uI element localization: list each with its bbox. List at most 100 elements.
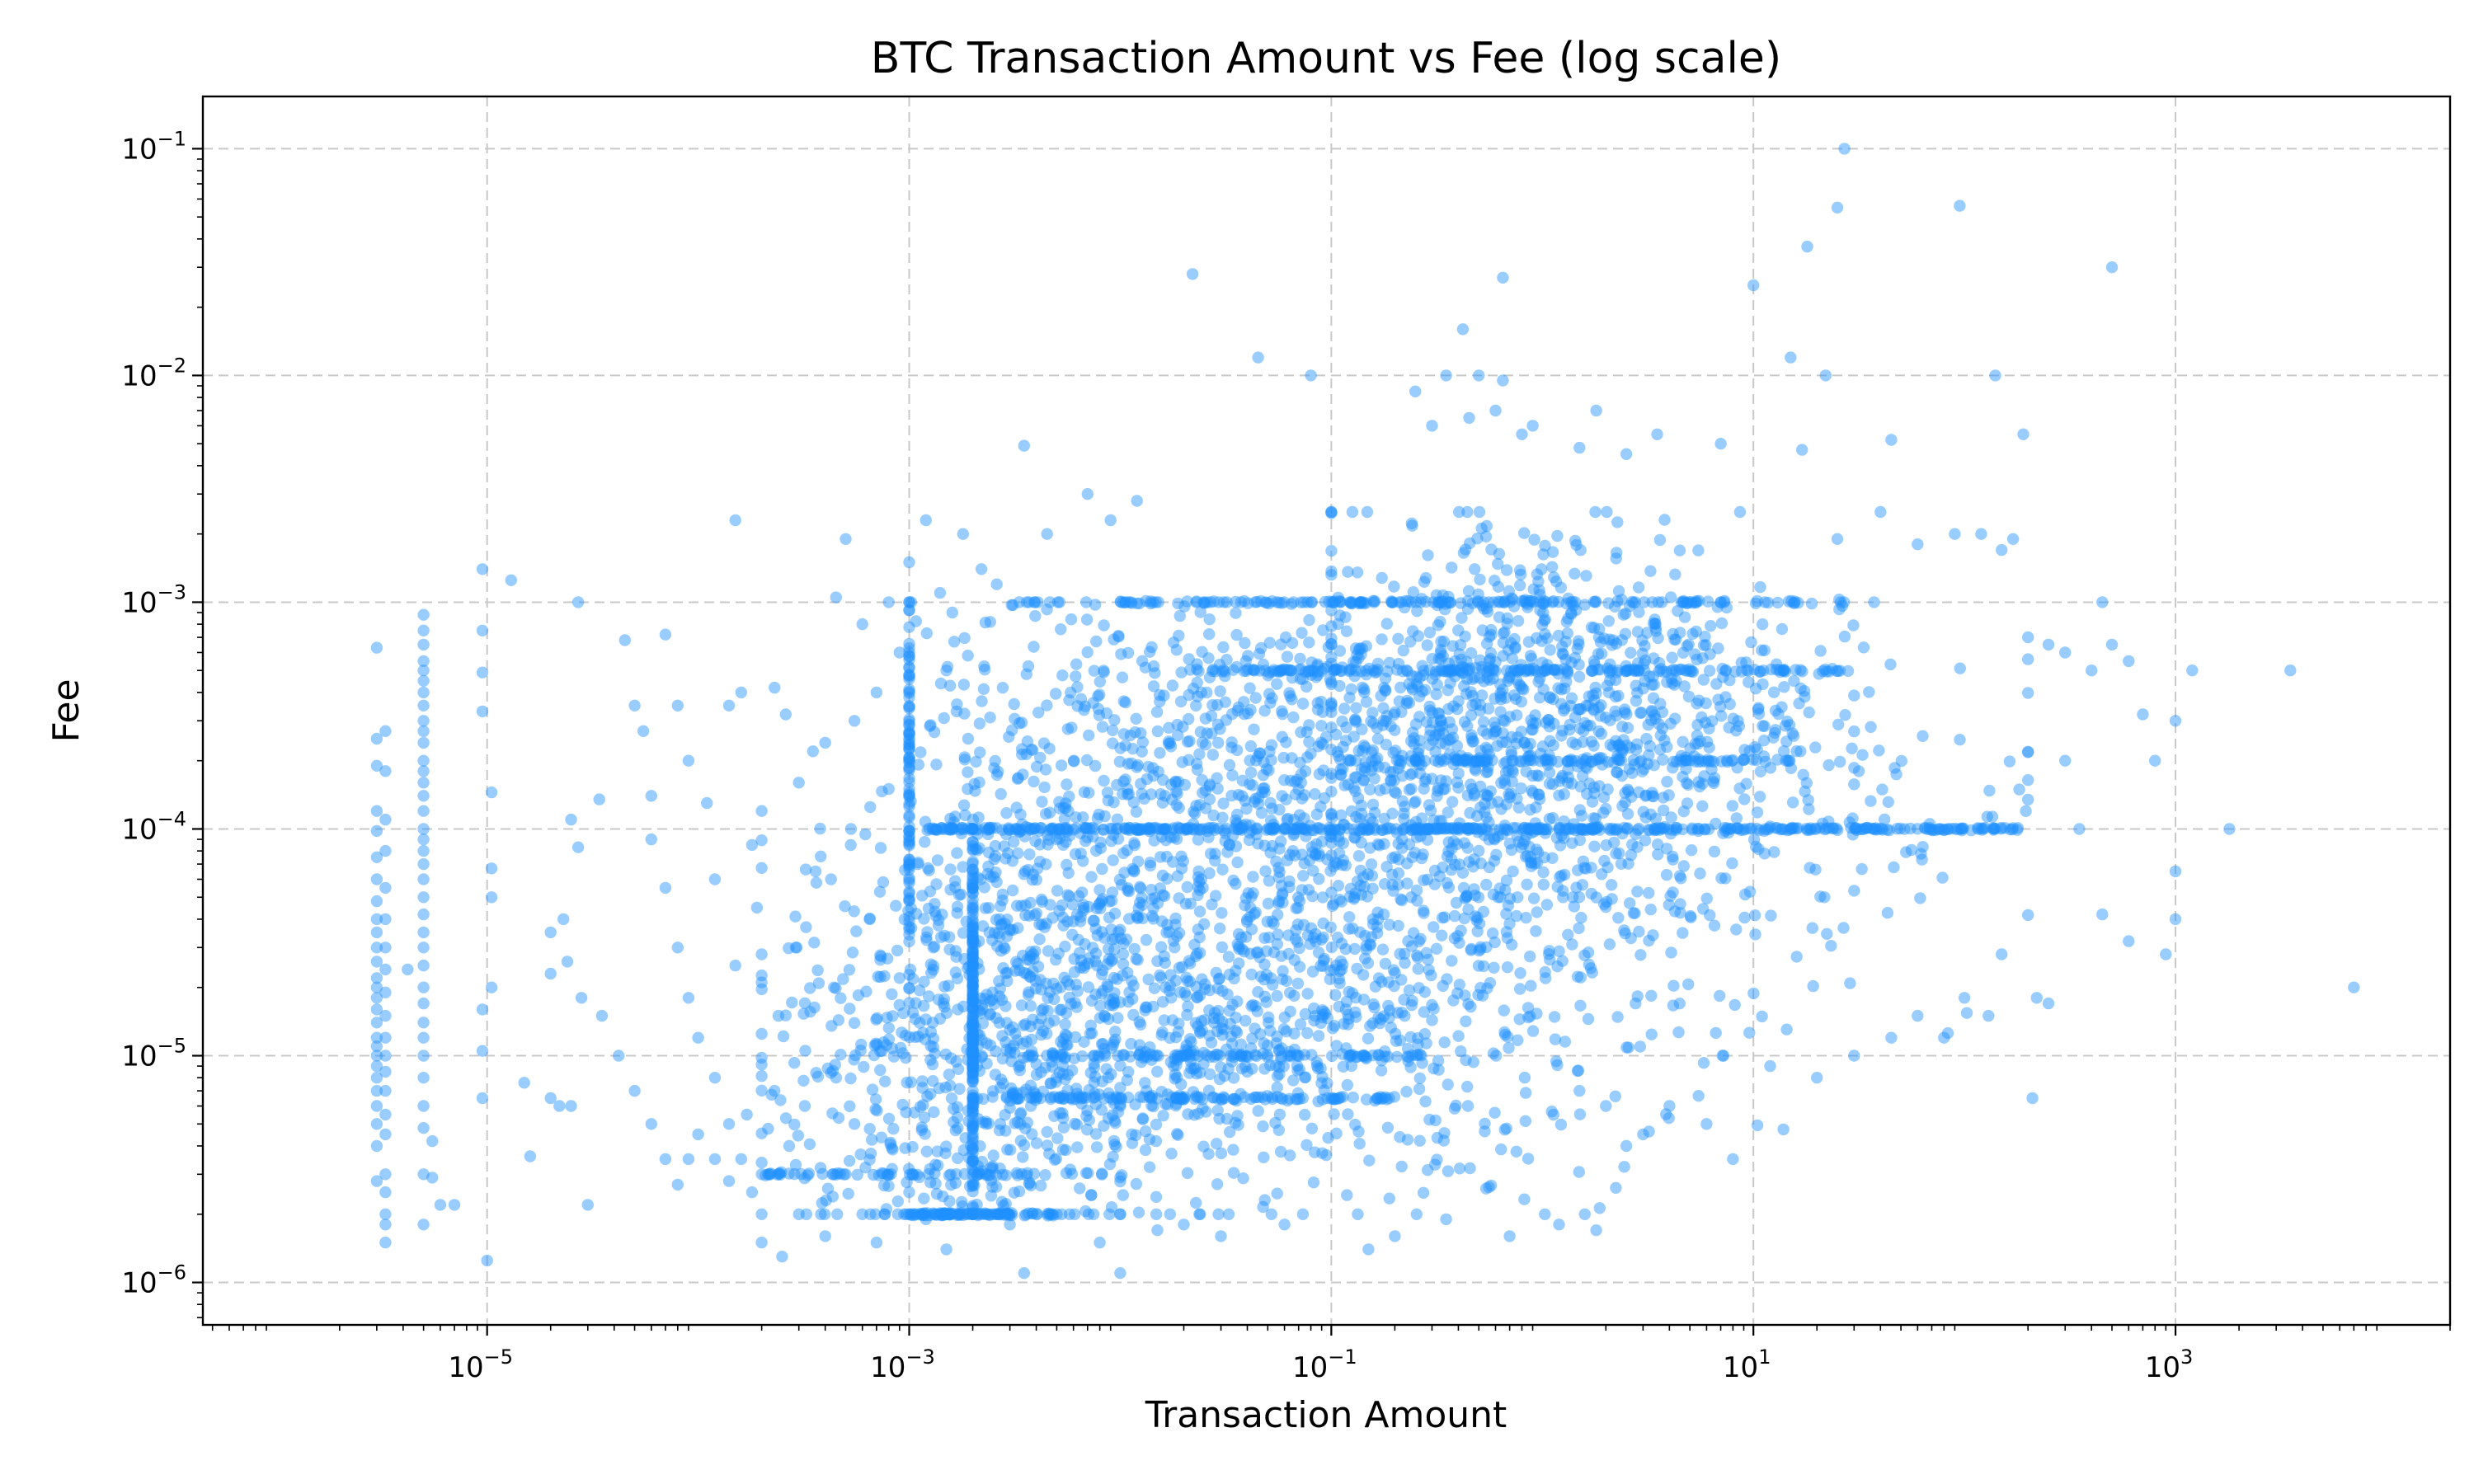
data-point bbox=[904, 1208, 917, 1220]
data-point bbox=[967, 957, 979, 970]
data-point bbox=[951, 1101, 964, 1114]
data-point bbox=[1096, 862, 1108, 876]
data-point bbox=[1034, 1179, 1047, 1192]
data-point bbox=[1605, 879, 1618, 891]
data-point bbox=[1239, 931, 1253, 943]
data-point bbox=[1618, 924, 1630, 937]
data-point bbox=[1423, 964, 1435, 976]
data-point bbox=[1652, 848, 1664, 861]
data-point bbox=[1136, 1112, 1149, 1125]
data-point bbox=[967, 1003, 979, 1015]
data-point bbox=[1342, 822, 1355, 835]
data-point bbox=[1291, 977, 1305, 990]
data-point bbox=[1857, 641, 1870, 654]
data-point bbox=[1739, 888, 1752, 901]
data-point bbox=[1661, 740, 1673, 754]
data-point bbox=[967, 923, 979, 935]
data-point bbox=[1559, 1036, 1572, 1048]
data-point bbox=[1141, 1085, 1153, 1097]
data-point bbox=[1569, 567, 1581, 580]
data-point bbox=[957, 861, 969, 873]
data-point bbox=[1183, 1033, 1197, 1045]
data-point bbox=[1123, 986, 1136, 998]
data-point bbox=[1269, 1059, 1282, 1072]
data-point bbox=[1001, 1208, 1014, 1220]
data-point bbox=[967, 985, 979, 998]
data-point bbox=[1745, 636, 1757, 649]
data-point bbox=[1293, 664, 1305, 676]
data-point bbox=[1366, 755, 1378, 768]
data-point bbox=[848, 1017, 861, 1030]
data-point bbox=[1430, 688, 1442, 701]
data-point bbox=[967, 924, 979, 937]
data-point bbox=[1079, 938, 1091, 951]
data-point bbox=[1121, 1073, 1134, 1087]
data-point bbox=[1216, 984, 1229, 998]
data-point bbox=[1151, 1065, 1164, 1078]
data-point bbox=[967, 968, 979, 981]
data-point bbox=[1160, 850, 1174, 863]
data-point bbox=[1230, 965, 1242, 977]
data-point bbox=[1264, 1059, 1277, 1072]
data-point bbox=[1247, 871, 1259, 883]
data-point bbox=[1259, 665, 1272, 677]
data-point bbox=[1751, 806, 1764, 819]
data-point bbox=[906, 973, 920, 985]
data-point bbox=[1224, 1125, 1236, 1139]
data-point bbox=[864, 801, 877, 814]
data-point bbox=[967, 1074, 979, 1087]
data-point bbox=[1199, 978, 1211, 991]
data-point bbox=[903, 729, 915, 741]
data-point bbox=[967, 1011, 979, 1023]
data-point bbox=[1019, 1122, 1032, 1135]
data-point bbox=[1681, 597, 1693, 609]
data-point bbox=[1159, 981, 1172, 993]
data-point bbox=[1514, 568, 1527, 581]
data-point bbox=[1434, 615, 1446, 628]
data-point bbox=[1438, 911, 1451, 923]
data-point bbox=[1070, 979, 1083, 991]
data-point bbox=[1258, 958, 1271, 971]
data-point bbox=[1192, 1020, 1204, 1033]
data-point bbox=[1044, 1077, 1056, 1090]
data-point bbox=[1156, 1026, 1169, 1039]
data-point bbox=[1147, 913, 1159, 925]
data-point bbox=[967, 1200, 979, 1212]
data-point bbox=[1197, 1046, 1210, 1059]
data-point bbox=[967, 1010, 979, 1023]
data-point bbox=[1065, 998, 1078, 1010]
data-point bbox=[1402, 594, 1415, 608]
data-point bbox=[1078, 961, 1090, 974]
data-point bbox=[1399, 1010, 1411, 1022]
data-point bbox=[1136, 787, 1148, 800]
data-point bbox=[1497, 714, 1510, 726]
data-point bbox=[1442, 1078, 1454, 1091]
data-point bbox=[1137, 1051, 1150, 1064]
data-point bbox=[1459, 989, 1471, 1002]
data-point bbox=[1891, 823, 1903, 835]
data-point bbox=[1244, 1042, 1258, 1054]
data-point bbox=[1784, 824, 1796, 836]
data-point bbox=[1553, 789, 1565, 801]
data-point bbox=[1551, 1059, 1564, 1072]
data-point bbox=[1191, 991, 1203, 1004]
data-point bbox=[1441, 973, 1453, 985]
data-point bbox=[1266, 915, 1278, 928]
data-point bbox=[1460, 1054, 1472, 1067]
data-point bbox=[967, 1168, 979, 1181]
data-point bbox=[905, 922, 918, 934]
data-point bbox=[967, 948, 979, 961]
data-point bbox=[1506, 775, 1518, 788]
data-point bbox=[1384, 822, 1397, 835]
data-point bbox=[1443, 716, 1456, 729]
data-point bbox=[993, 1017, 1006, 1029]
data-point bbox=[1537, 866, 1550, 879]
data-point bbox=[995, 1073, 1008, 1086]
data-point bbox=[1039, 1061, 1051, 1074]
data-point bbox=[1325, 676, 1338, 688]
data-point bbox=[989, 850, 1002, 862]
data-point bbox=[1421, 834, 1434, 846]
data-point bbox=[1296, 697, 1310, 710]
data-point bbox=[1078, 1036, 1090, 1049]
data-point bbox=[1267, 979, 1279, 991]
